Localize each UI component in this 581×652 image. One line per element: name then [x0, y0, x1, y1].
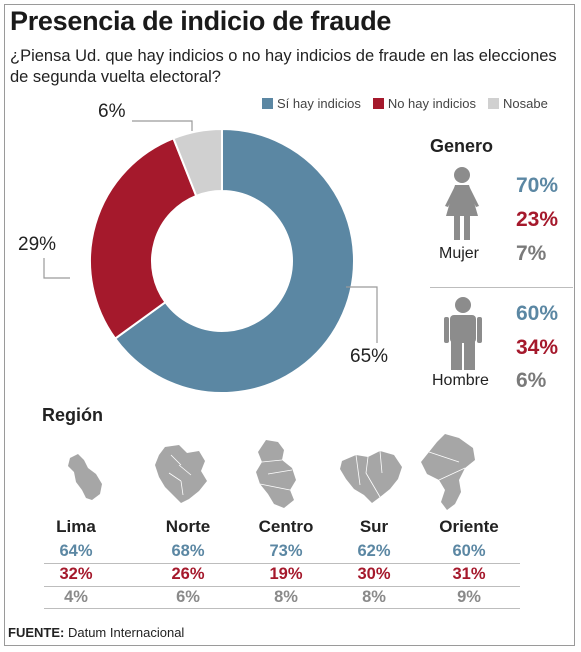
sur-map-icon: [340, 450, 402, 503]
pct-label-no: 29%: [18, 234, 57, 255]
oriente-value-nosabe: 9%: [457, 588, 481, 606]
leader-line-nosabe: [132, 120, 193, 131]
hombre-value-no: 34%: [516, 336, 559, 359]
lima-map-icon: [68, 454, 102, 500]
lima-value-si: 64%: [59, 542, 93, 560]
norte-value-si: 68%: [171, 542, 205, 560]
legend-item-si: Sí hay indicios: [262, 96, 361, 111]
lima-value-nosabe: 4%: [64, 588, 88, 606]
sur-value-no: 30%: [357, 565, 391, 583]
mujer-value-no: 23%: [516, 208, 559, 231]
oriente-value-si: 60%: [452, 542, 486, 560]
centro-value-nosabe: 8%: [274, 588, 298, 606]
sur-value-si: 62%: [357, 542, 391, 560]
hombre-value-nosabe: 6%: [516, 369, 547, 392]
region-divider-3: [44, 608, 520, 609]
legend-label-si: Sí hay indicios: [277, 96, 361, 111]
region-name-sur: Sur: [359, 517, 389, 536]
legend-swatch-si: [262, 98, 273, 109]
norte-map-icon: [155, 445, 207, 503]
gender-divider: [430, 287, 573, 288]
legend-label-no: No hay indicios: [387, 96, 476, 111]
donut-slice-si: [113, 127, 355, 394]
norte-value-nosabe: 6%: [176, 588, 200, 606]
centro-map-icon: [256, 440, 296, 508]
legend-swatch-nosabe: [487, 98, 499, 109]
oriente-map-icon: [421, 434, 475, 510]
region-name-lima: Lima: [56, 517, 96, 536]
legend-label-nosabe: Nosabe: [502, 96, 548, 111]
pct-label-nosabe: 6%: [98, 101, 126, 122]
donut-chart: [43, 120, 378, 394]
leader-line-no: [43, 258, 70, 279]
donut-slice-no: [89, 136, 198, 340]
hombre-value-si: 60%: [516, 302, 559, 325]
source-label: FUENTE:: [8, 625, 65, 640]
centro-value-no: 19%: [269, 565, 303, 583]
norte-value-no: 26%: [171, 565, 205, 583]
region-name-norte: Norte: [165, 517, 211, 536]
legend-item-no: No hay indicios: [372, 96, 476, 111]
survey-question: ¿Piensa Ud. que hay indicios o no hay in…: [10, 47, 557, 86]
mujer-value-nosabe: 7%: [516, 242, 547, 265]
leader-line-si: [346, 286, 378, 343]
oriente-value-no: 31%: [452, 565, 486, 583]
region-divider-2: [44, 586, 520, 587]
infographic-frame: [4, 4, 575, 646]
female-person-icon: [445, 167, 479, 240]
chart-legend: Sí hay indicios No hay indicios Nosabe: [262, 96, 548, 111]
lima-value-no: 32%: [59, 565, 93, 583]
sur-value-nosabe: 8%: [362, 588, 386, 606]
centro-value-si: 73%: [269, 542, 303, 560]
pct-label-si: 65%: [350, 346, 389, 367]
donut-slice-nosabe: [172, 127, 223, 198]
donut-slices: [89, 127, 355, 394]
region-name-oriente: Oriente: [439, 517, 499, 536]
male-person-icon: [444, 297, 482, 370]
region-divider-1: [44, 563, 520, 564]
legend-swatch-no: [372, 98, 384, 109]
source-line: FUENTE: Datum Internacional: [8, 625, 184, 640]
gender-title: Genero: [430, 136, 494, 156]
legend-item-nosabe: Nosabe: [487, 96, 548, 111]
page-title: Presencia de indicio de fraude: [10, 6, 392, 36]
source-text: Datum Internacional: [67, 625, 185, 640]
mujer-value-si: 70%: [516, 174, 559, 197]
region-title: Región: [42, 405, 103, 425]
gender-label-hombre: Hombre: [432, 372, 489, 389]
region-name-centro: Centro: [258, 517, 314, 536]
gender-label-mujer: Mujer: [439, 245, 480, 262]
